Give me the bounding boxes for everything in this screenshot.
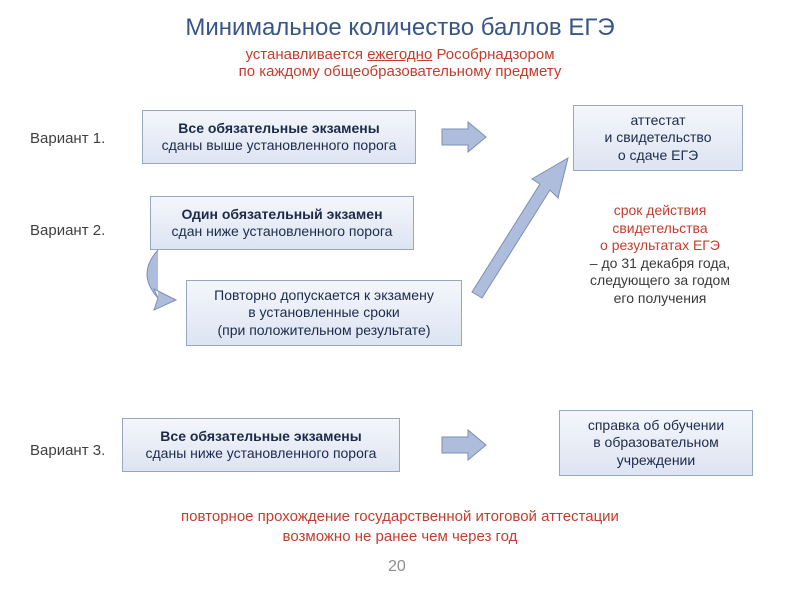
trans-line3: учреждении: [617, 452, 695, 470]
trans-line2: в образовательном: [593, 434, 719, 452]
box-transcript: справка об обучении в образовательном уч…: [559, 410, 753, 476]
box1-line1: Все обязательные экзамены: [178, 120, 379, 138]
subtitle-post: Рособрнадзором: [432, 46, 554, 63]
footer-line2: возможно не ранее чем через год: [0, 528, 800, 545]
page-number: 20: [388, 558, 406, 576]
variant-1-label: Вариант 1.: [30, 130, 105, 147]
validity-note: срок действия свидетельства о результата…: [555, 202, 765, 307]
subtitle: устанавливается ежегодно Рособрнадзором …: [0, 46, 800, 80]
cert-line3: о сдаче ЕГЭ: [618, 147, 698, 165]
arrow-v1-to-cert: [440, 120, 490, 154]
note-l6: его получения: [555, 290, 765, 308]
box4-line1: Все обязательные экзамены: [160, 428, 361, 446]
subtitle-underline: ежегодно: [367, 46, 432, 63]
arrow-v2-to-retake: [128, 244, 198, 314]
note-l1: срок действия: [555, 202, 765, 220]
box-retake: Повторно допускается к экзамену в устано…: [186, 280, 462, 346]
footer-line1: повторное прохождение государственной ит…: [0, 508, 800, 525]
cert-line2: и свидетельство: [605, 129, 712, 147]
page-title: Минимальное количество баллов ЕГЭ: [0, 0, 800, 42]
box3-line2: в установленные сроки: [248, 304, 400, 322]
variant-3-label: Вариант 3.: [30, 442, 105, 459]
box-certificate: аттестат и свидетельство о сдаче ЕГЭ: [573, 105, 743, 171]
subtitle-line2: по каждому общеобразовательному предмету: [0, 63, 800, 80]
box-variant3: Все обязательные экзамены сданы ниже уст…: [122, 418, 400, 472]
box3-line1: Повторно допускается к экзамену: [214, 287, 434, 305]
box2-line1: Один обязательный экзамен: [181, 206, 382, 224]
box-variant2: Один обязательный экзамен сдан ниже уста…: [150, 196, 414, 250]
box3-line3: (при положительном результате): [217, 322, 430, 340]
box1-line2: сданы выше установленного порога: [162, 137, 397, 155]
subtitle-pre: устанавливается: [245, 46, 367, 63]
note-l2: свидетельства: [555, 220, 765, 238]
variant-2-label: Вариант 2.: [30, 222, 105, 239]
cert-line1: аттестат: [630, 112, 685, 130]
trans-line1: справка об обучении: [588, 417, 724, 435]
note-l5: следующего за годом: [555, 272, 765, 290]
box-variant1: Все обязательные экзамены сданы выше уст…: [142, 110, 416, 164]
note-l3: о результатах ЕГЭ: [555, 237, 765, 255]
note-l4: – до 31 декабря года,: [555, 255, 765, 273]
arrow-retake-to-cert: [468, 154, 578, 304]
box2-line2: сдан ниже установленного порога: [172, 223, 393, 241]
box4-line2: сданы ниже установленного порога: [146, 445, 377, 463]
arrow-v3-to-transcript: [440, 428, 490, 462]
